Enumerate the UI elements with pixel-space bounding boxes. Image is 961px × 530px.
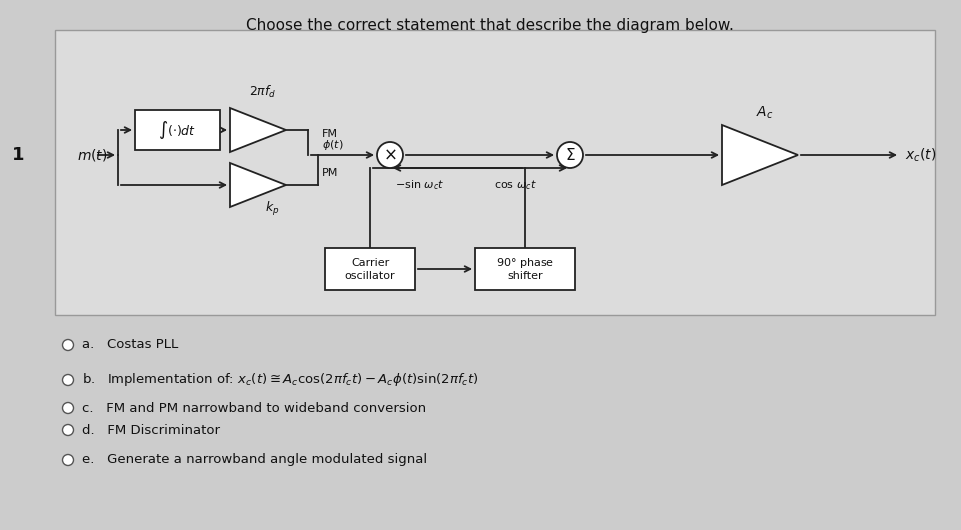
Circle shape <box>62 425 73 436</box>
Bar <box>135 110 220 150</box>
Bar <box>325 248 415 290</box>
Text: 1: 1 <box>12 146 24 164</box>
Text: $\Sigma$: $\Sigma$ <box>565 147 576 163</box>
Circle shape <box>62 455 73 465</box>
Text: c.   FM and PM narrowband to wideband conversion: c. FM and PM narrowband to wideband conv… <box>82 402 426 414</box>
Text: oscillator: oscillator <box>345 271 395 281</box>
Text: shifter: shifter <box>507 271 543 281</box>
Text: $\times$: $\times$ <box>383 146 397 164</box>
Text: $2\pi f_d$: $2\pi f_d$ <box>249 84 277 100</box>
Circle shape <box>377 142 403 168</box>
Polygon shape <box>230 163 286 207</box>
Circle shape <box>62 402 73 413</box>
Text: $x_c(t)$: $x_c(t)$ <box>905 146 936 164</box>
Text: a.   Costas PLL: a. Costas PLL <box>82 339 178 351</box>
Bar <box>55 30 935 315</box>
Polygon shape <box>230 108 286 152</box>
Text: d.   FM Discriminator: d. FM Discriminator <box>82 423 220 437</box>
Text: b.   Implementation of: $x_c(t) \cong A_c\cos(2\pi f_c t) - A_c\phi(t)\sin(2\pi : b. Implementation of: $x_c(t) \cong A_c\… <box>82 372 479 388</box>
Text: Carrier: Carrier <box>351 258 389 268</box>
Text: Choose the correct statement that describe the diagram below.: Choose the correct statement that descri… <box>246 18 734 33</box>
Text: PM: PM <box>322 168 338 178</box>
Text: $m(t)$: $m(t)$ <box>77 147 108 163</box>
Text: 90$\degree$ phase: 90$\degree$ phase <box>496 256 554 270</box>
Text: FM: FM <box>322 129 338 139</box>
Circle shape <box>62 340 73 350</box>
Bar <box>475 248 575 290</box>
Circle shape <box>62 375 73 385</box>
Text: $\phi(t)$: $\phi(t)$ <box>322 138 343 152</box>
Text: $A_c$: $A_c$ <box>756 105 774 121</box>
Text: e.   Generate a narrowband angle modulated signal: e. Generate a narrowband angle modulated… <box>82 454 427 466</box>
Text: $k_p$: $k_p$ <box>265 200 280 218</box>
Polygon shape <box>722 125 798 185</box>
Text: $\int(\cdot)dt$: $\int(\cdot)dt$ <box>159 119 197 141</box>
Text: $-\sin\,\omega_c t$: $-\sin\,\omega_c t$ <box>395 178 445 192</box>
Text: $\cos\,\omega_c t$: $\cos\,\omega_c t$ <box>494 178 536 192</box>
Circle shape <box>557 142 583 168</box>
